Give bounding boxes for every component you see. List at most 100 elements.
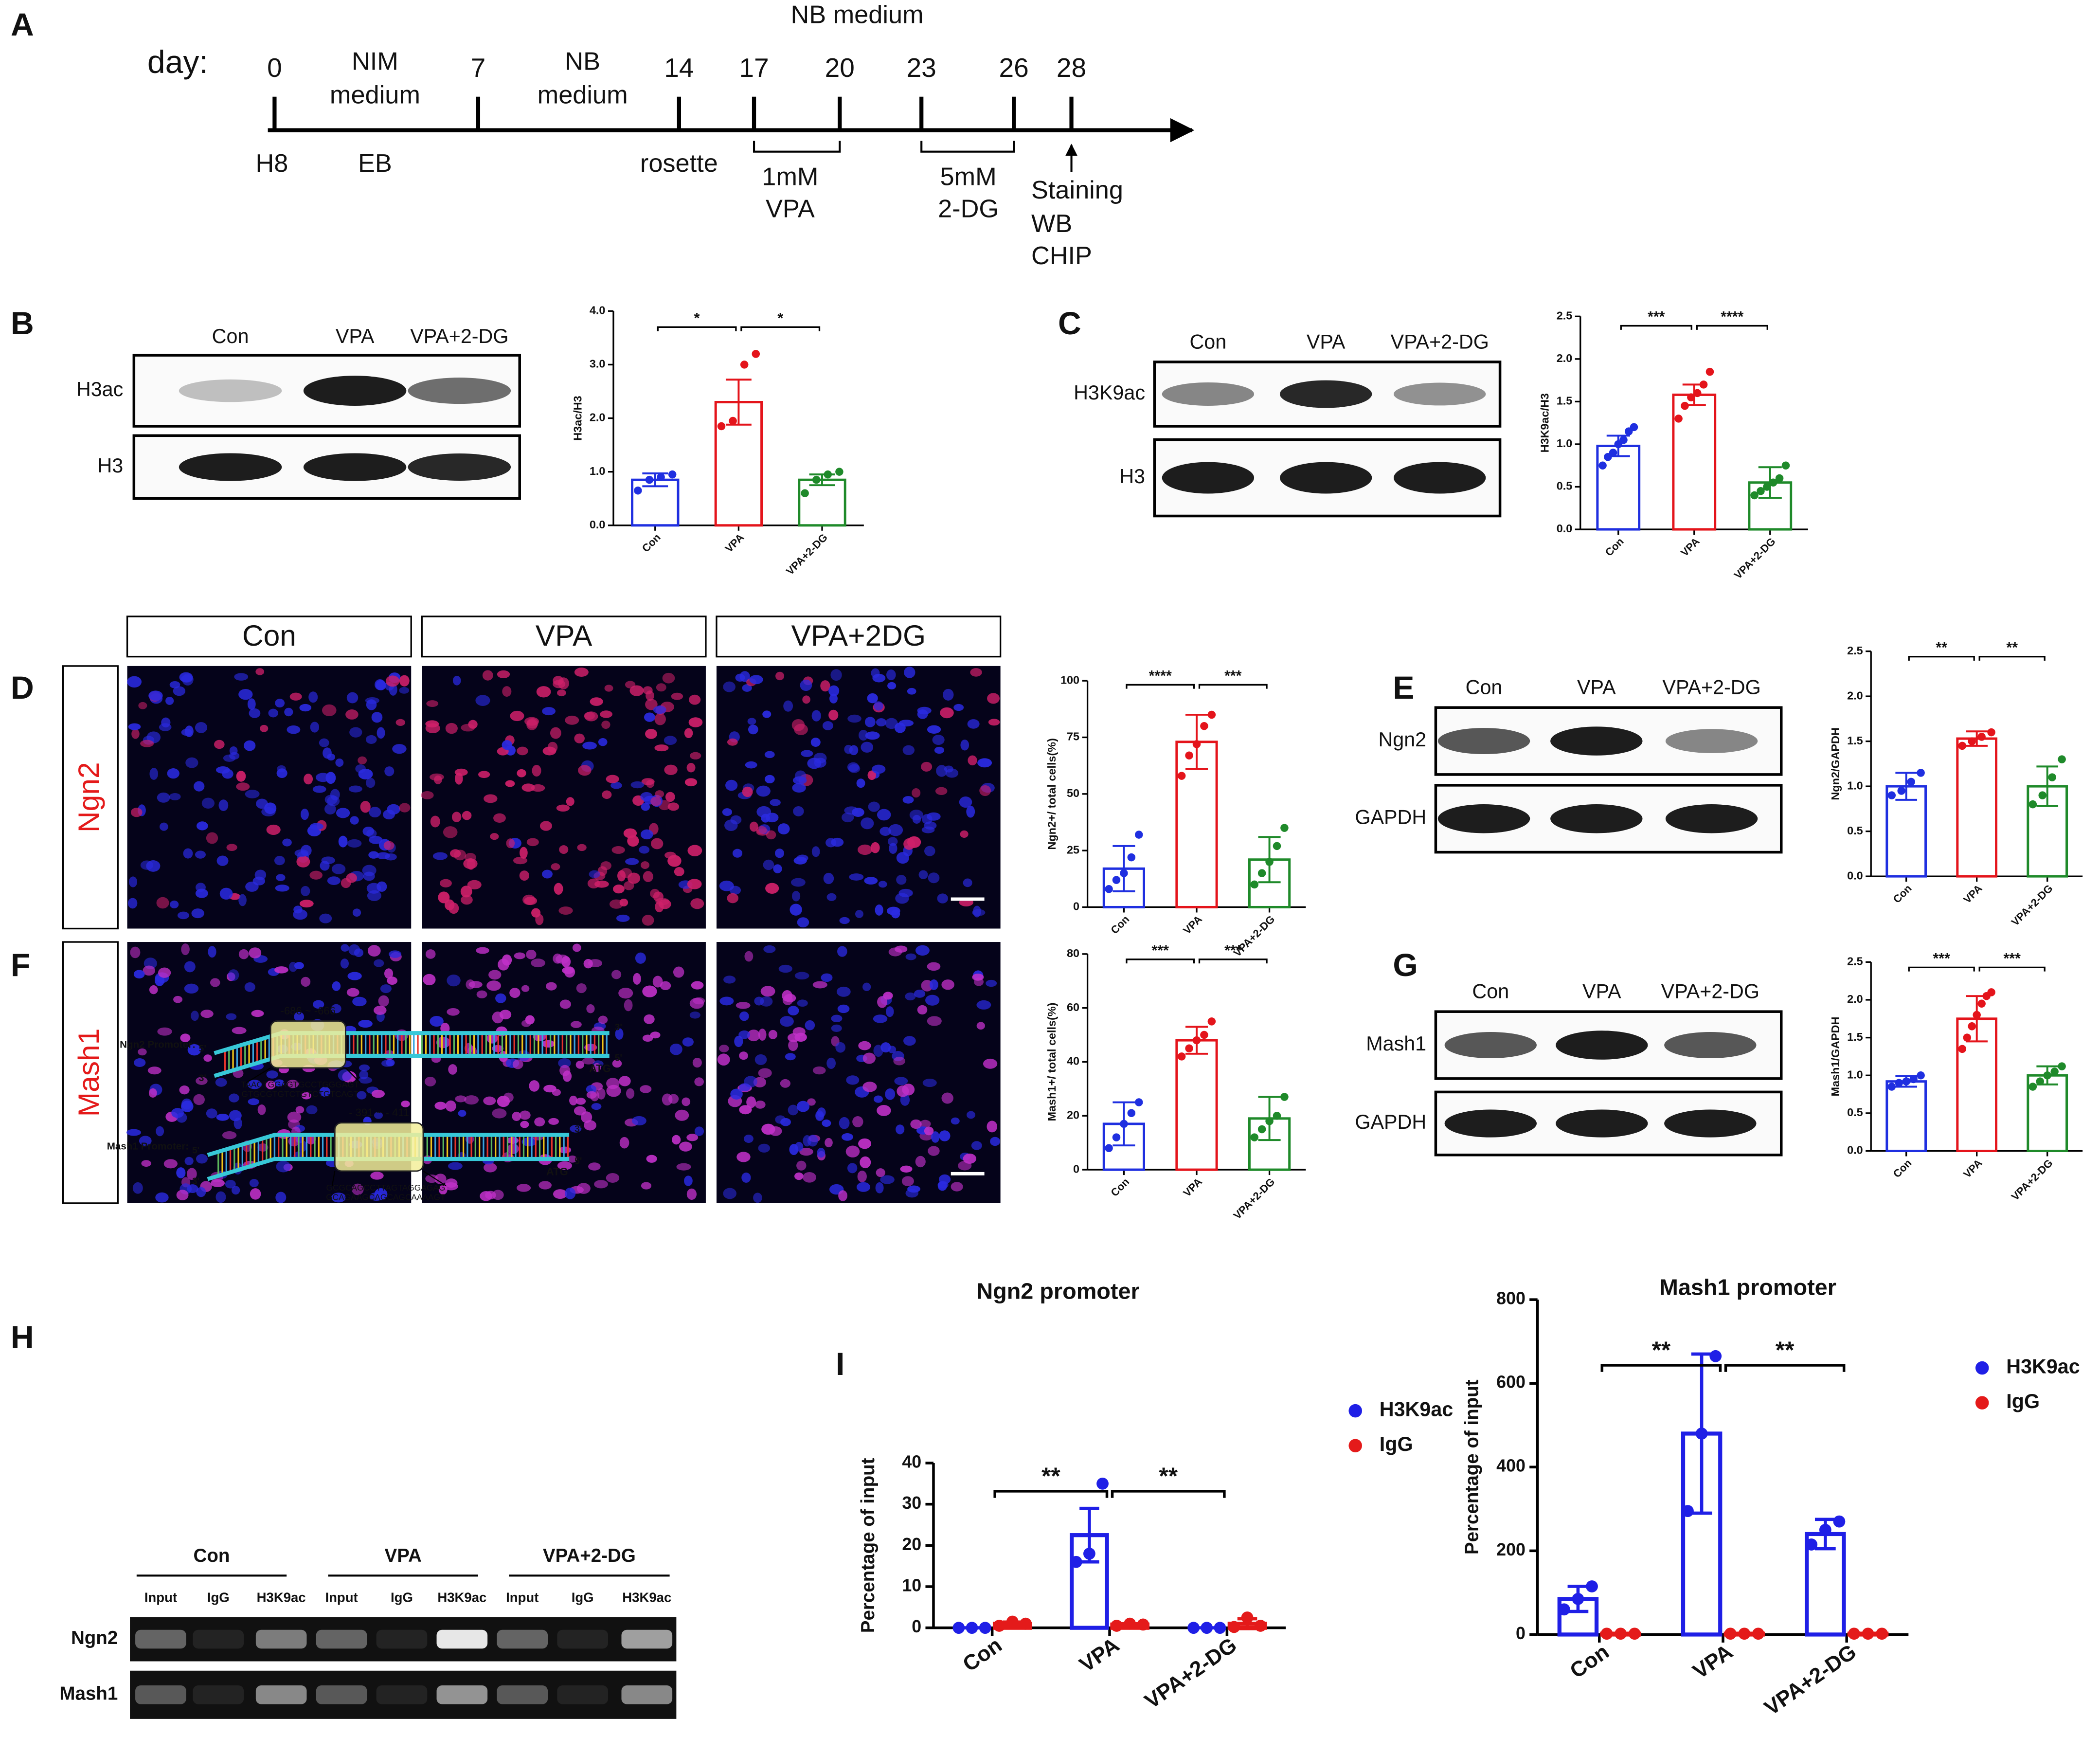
- group-label: Con: [194, 1545, 230, 1566]
- cell: [201, 797, 215, 809]
- cell: [347, 972, 362, 980]
- cell: [251, 1010, 264, 1017]
- cell: [794, 1172, 804, 1180]
- cell: [676, 1163, 691, 1171]
- legend-label: IgG: [2006, 1390, 2040, 1412]
- cell: [719, 996, 734, 1006]
- panel-letter: A: [11, 7, 34, 43]
- data-point: [1987, 728, 1995, 737]
- cell: [336, 808, 350, 818]
- cell: [374, 1006, 387, 1015]
- cell: [671, 692, 683, 700]
- stage-label: NIM: [352, 48, 398, 76]
- cell: [792, 776, 807, 785]
- data-point: [1127, 1109, 1136, 1117]
- cell: [739, 1105, 752, 1115]
- cell: [862, 982, 871, 992]
- cell: [249, 708, 261, 718]
- cell: [783, 700, 793, 712]
- cell: [134, 1058, 146, 1067]
- significance-label: **: [1652, 1337, 1671, 1364]
- blot-band: [1665, 804, 1758, 833]
- cell: [203, 1054, 212, 1062]
- cell: [525, 1015, 535, 1025]
- significance-label: **: [2006, 640, 2018, 656]
- site-label: -686 ~ -666: [281, 1005, 336, 1017]
- cell: [896, 1124, 905, 1135]
- cell: [915, 945, 930, 956]
- cell: [430, 815, 440, 828]
- x-tick-label: Con: [1108, 1175, 1131, 1199]
- data-point: [1819, 1523, 1831, 1536]
- cell: [745, 761, 757, 769]
- cell: [612, 1059, 622, 1068]
- cell: [543, 1085, 556, 1093]
- cell: [868, 801, 880, 812]
- blot-band: [1550, 804, 1643, 833]
- cell: [606, 775, 619, 783]
- lane-label: VPA: [1307, 330, 1346, 353]
- y-tick-label: 0.5: [1847, 824, 1863, 837]
- cell: [845, 1145, 860, 1157]
- lane-label: VPA: [1577, 676, 1616, 699]
- cell: [662, 672, 675, 684]
- x-tick-label: VPA: [1678, 535, 1702, 559]
- sequence: TAACTGGAGTGCCTGGGAGT: [241, 1080, 359, 1089]
- cell: [742, 684, 752, 692]
- cell: [810, 738, 821, 747]
- cell: [744, 951, 754, 962]
- data-point: [740, 361, 749, 369]
- x-tick-label: Con: [1108, 913, 1131, 936]
- cell: [215, 1078, 227, 1087]
- data-point: [1902, 1077, 1910, 1085]
- cell: [229, 1093, 239, 1103]
- cell: [173, 686, 186, 696]
- cell: [690, 752, 701, 759]
- y-tick-label: 0.0: [1847, 1144, 1863, 1157]
- y-tick-label: 40: [1067, 1055, 1079, 1067]
- cell: [181, 943, 190, 956]
- cell: [503, 1092, 514, 1103]
- data-point: [1695, 1428, 1708, 1440]
- pointer: [423, 1170, 447, 1187]
- cell: [790, 904, 802, 916]
- y-axis-label: Mash1+/ total cells(%): [1045, 1003, 1058, 1121]
- cell: [630, 781, 645, 789]
- cell: [576, 983, 587, 994]
- cell: [225, 1179, 236, 1189]
- cell: [857, 1170, 867, 1183]
- cell: [338, 1069, 352, 1082]
- cell: [245, 790, 260, 798]
- cell: [796, 1160, 807, 1171]
- row-label: H3ac: [76, 378, 123, 400]
- cell: [193, 1094, 205, 1105]
- cell: [559, 999, 571, 1009]
- data-point: [1257, 1125, 1266, 1134]
- end-label: 3': [574, 1124, 582, 1135]
- gel-band: [316, 1629, 367, 1649]
- panel-letter: G: [1393, 947, 1418, 983]
- cell: [727, 738, 738, 746]
- cell: [187, 1168, 197, 1180]
- cell: [939, 1130, 951, 1141]
- cell: [148, 1088, 157, 1098]
- data-point: [2058, 755, 2066, 763]
- y-tick-label: 75: [1067, 730, 1079, 743]
- cell: [641, 1182, 652, 1190]
- y-tick-label: 10: [902, 1575, 921, 1595]
- y-tick-label: 0.5: [1557, 480, 1573, 492]
- cell: [375, 679, 386, 690]
- cell: [401, 1100, 410, 1107]
- cell: [756, 826, 767, 834]
- cell: [877, 996, 888, 1008]
- stage-label: EB: [358, 149, 392, 178]
- cell: [138, 1048, 147, 1056]
- cell: [156, 1126, 164, 1137]
- cell: [739, 671, 750, 682]
- cell: [392, 744, 407, 754]
- x-tick-label: Con: [1891, 882, 1914, 905]
- cell: [761, 814, 770, 823]
- cell: [618, 988, 633, 999]
- y-tick-label: 20: [1067, 1108, 1079, 1121]
